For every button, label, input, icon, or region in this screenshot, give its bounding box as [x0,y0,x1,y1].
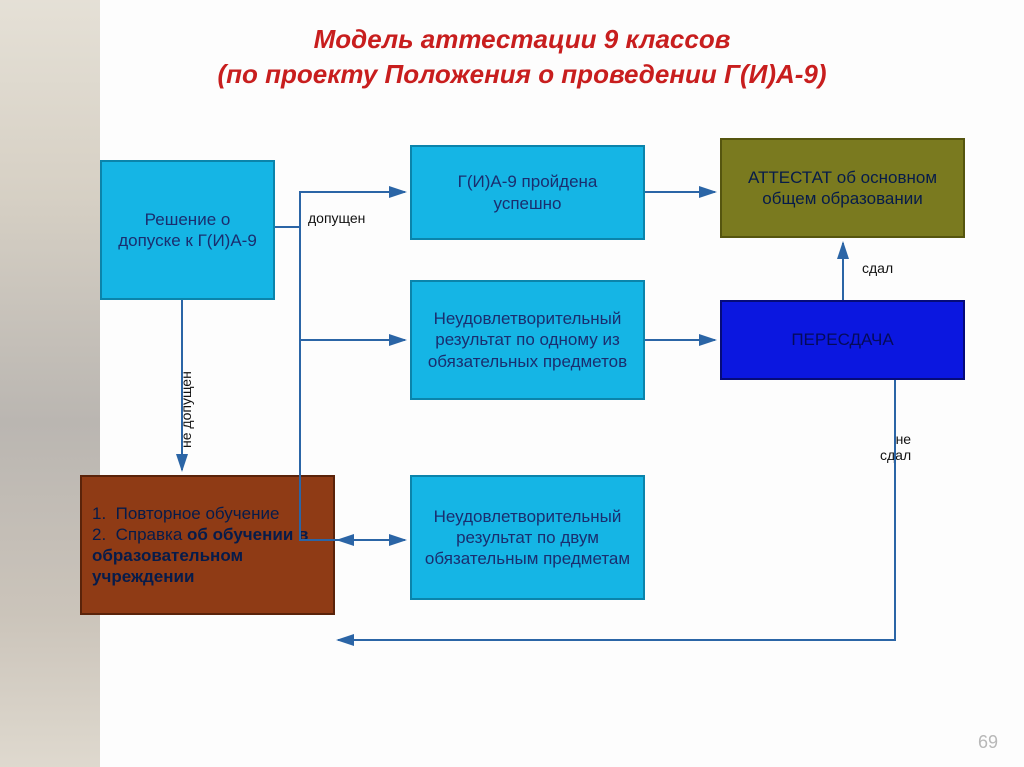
node-attestat-text: АТТЕСТАТ об основном общем образовании [732,167,953,210]
node-fail-one: Неудовлетворительный результат по одному… [410,280,645,400]
label-passed-exam: сдал [862,260,893,276]
node-decision-text: Решение о допуске к Г(И)А-9 [112,209,263,252]
node-repeat: 1. Повторное обучение2. Справка об обуче… [80,475,335,615]
label-not-passed: не сдал [880,415,911,479]
title-line-1: Модель аттестации 9 классов [314,24,731,54]
node-repeat-text: 1. Повторное обучение2. Справка об обуче… [92,503,323,588]
label-not-admitted: не допущен [178,371,194,448]
node-retake: ПЕРЕСДАЧА [720,300,965,380]
node-fail-two-text: Неудовлетворительный результат по двум о… [422,506,633,570]
node-fail-two: Неудовлетворительный результат по двум о… [410,475,645,600]
node-retake-text: ПЕРЕСДАЧА [791,329,893,350]
slide-title: Модель аттестации 9 классов (по проекту … [60,22,984,92]
node-passed: Г(И)А-9 пройдена успешно [410,145,645,240]
page-number: 69 [978,732,998,753]
slide: Модель аттестации 9 классов (по проекту … [0,0,1024,767]
node-fail-one-text: Неудовлетворительный результат по одному… [422,308,633,372]
label-admitted: допущен [308,210,365,226]
title-line-2: (по проекту Положения о проведении Г(И)А… [217,59,826,89]
node-passed-text: Г(И)А-9 пройдена успешно [422,171,633,214]
node-decision: Решение о допуске к Г(И)А-9 [100,160,275,300]
node-attestat: АТТЕСТАТ об основном общем образовании [720,138,965,238]
decorative-left-strip [0,0,100,767]
